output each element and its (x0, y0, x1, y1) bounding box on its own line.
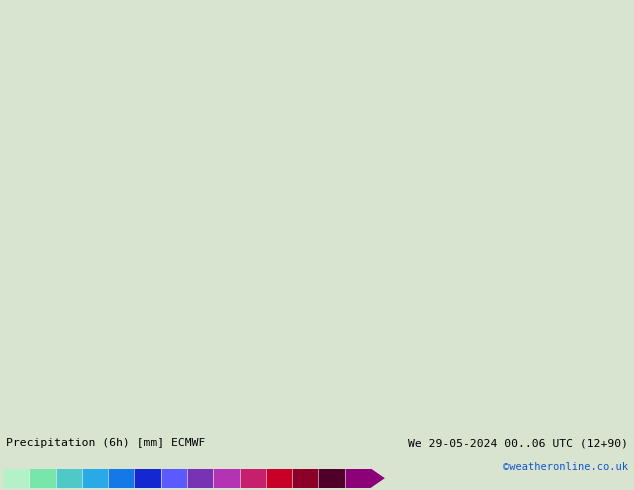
Text: Precipitation (6h) [mm] ECMWF: Precipitation (6h) [mm] ECMWF (6, 438, 205, 448)
Bar (213, 468, 240, 488)
Bar (108, 468, 134, 488)
Bar (187, 468, 213, 488)
Bar (292, 468, 318, 488)
Bar (3, 468, 29, 488)
Text: We 29-05-2024 00..06 UTC (12+90): We 29-05-2024 00..06 UTC (12+90) (408, 438, 628, 448)
Bar (134, 468, 161, 488)
Bar (29, 468, 56, 488)
Bar (345, 468, 371, 488)
Bar (82, 468, 108, 488)
Text: ©weatheronline.co.uk: ©weatheronline.co.uk (503, 462, 628, 472)
Bar (56, 468, 82, 488)
Bar (266, 468, 292, 488)
Bar (318, 468, 345, 488)
Polygon shape (371, 468, 385, 488)
Bar (240, 468, 266, 488)
Bar (161, 468, 187, 488)
